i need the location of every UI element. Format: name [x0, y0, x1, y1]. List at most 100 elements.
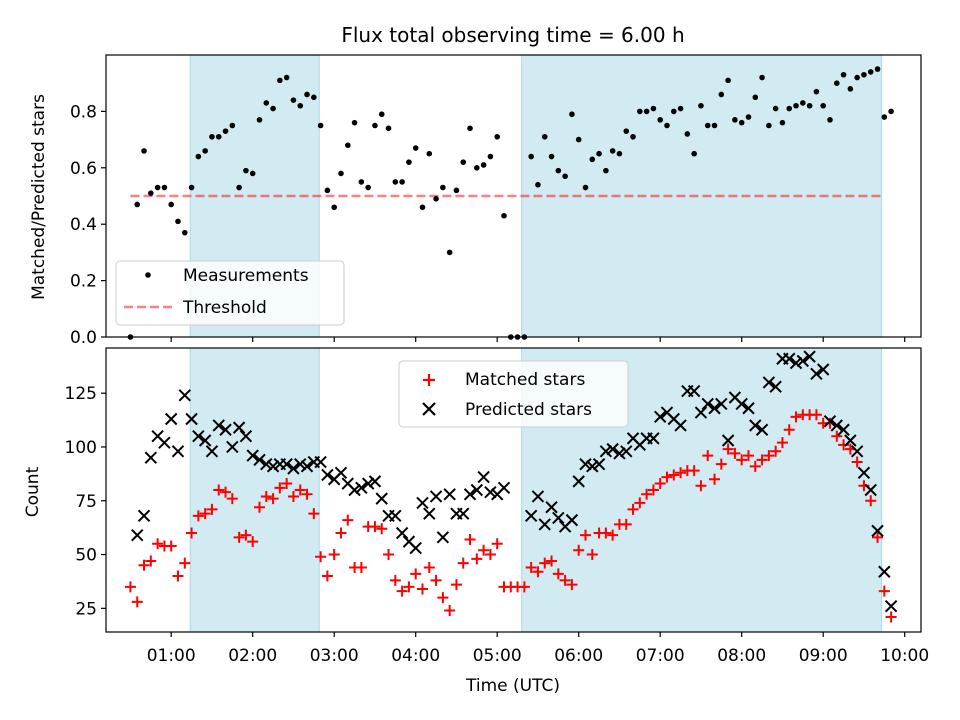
- predicted-star-point: [246, 449, 259, 462]
- matched-star-point: [430, 574, 442, 586]
- matched-star-point: [260, 490, 272, 502]
- predicted-star-point: [823, 414, 837, 428]
- predicted-star-point: [368, 475, 382, 488]
- predicted-star-point: [708, 402, 721, 415]
- matched-star-point: [328, 549, 340, 561]
- matched-star-point: [281, 478, 293, 490]
- predicted-star-point: [164, 412, 178, 426]
- matched-star-point: [702, 450, 714, 462]
- y-tick-label: 100: [65, 438, 97, 458]
- legend-threshold-label: Threshold: [182, 298, 267, 318]
- measurement-point: [378, 111, 385, 118]
- predicted-star-point: [232, 421, 246, 434]
- bottom-axes-frame: [105, 347, 922, 633]
- top-y-ticks: 0.0 0.2 0.4 0.6 0.8: [70, 102, 106, 348]
- measurement-point: [426, 150, 433, 157]
- matched-star-point: [450, 579, 462, 591]
- matched-star-point: [851, 456, 863, 468]
- measurement-point: [854, 74, 860, 81]
- predicted-star-point: [721, 434, 735, 447]
- x-tick-label: 09:00: [799, 646, 848, 666]
- matched-star-point: [124, 581, 136, 593]
- measurement-point: [643, 108, 650, 115]
- matched-star-point: [213, 484, 225, 496]
- measurement-point: [277, 77, 283, 84]
- measurement-point: [501, 212, 507, 219]
- y-tick-label: 0.6: [70, 159, 97, 179]
- matched-star-point: [240, 529, 252, 541]
- measurement-point: [840, 71, 847, 78]
- matched-star-point: [457, 557, 469, 569]
- matched-star-point: [294, 484, 306, 496]
- predicted-star-point: [545, 501, 558, 514]
- predicted-star-point: [280, 457, 293, 471]
- predicted-star-point: [606, 442, 619, 456]
- measurement-point: [623, 128, 630, 134]
- predicted-star-point: [613, 447, 626, 460]
- x-tick-label: 07:00: [636, 646, 685, 666]
- matched-star-point: [695, 480, 707, 492]
- predicted-star-point: [226, 440, 239, 454]
- measurement-point: [555, 167, 562, 174]
- predicted-star-point: [837, 423, 850, 436]
- predicted-star-point: [531, 490, 545, 503]
- measurement-point: [772, 105, 779, 112]
- top-axes-frame: [105, 54, 922, 338]
- matched-star-point: [831, 430, 843, 442]
- measurement-point: [236, 184, 242, 191]
- predicted-star-point: [178, 389, 191, 402]
- predicted-star-point: [314, 455, 327, 469]
- measurement-point: [630, 133, 636, 140]
- predicted-star-point: [783, 352, 796, 365]
- measurement-point: [664, 122, 670, 129]
- matched-star-point: [179, 557, 191, 569]
- measurement-point: [575, 136, 582, 143]
- matched-star-point: [654, 478, 666, 490]
- predicted-star-point: [599, 445, 613, 458]
- measurement-point: [161, 184, 168, 191]
- measurement-point: [222, 128, 229, 134]
- measurement-point: [148, 190, 154, 196]
- y-tick-label: 25: [75, 599, 97, 619]
- matched-star-point: [742, 450, 754, 462]
- predicted-star-point: [484, 485, 497, 499]
- matched-star-point: [872, 531, 884, 543]
- measurement-point: [399, 179, 405, 185]
- x-tick-label: 04:00: [391, 646, 440, 666]
- measurement-point: [759, 74, 765, 81]
- measurement-point: [779, 119, 786, 126]
- matched-star-point: [715, 458, 727, 470]
- x-tick-label: 02:00: [228, 646, 277, 666]
- matched-star-point: [729, 447, 741, 459]
- measurement-point: [202, 148, 208, 154]
- measurement-point: [141, 148, 147, 154]
- y-tick-label: 0.8: [70, 102, 97, 122]
- measurement-point: [134, 201, 141, 208]
- predicted-star-point: [497, 481, 511, 495]
- measurement-point: [419, 204, 426, 211]
- matched-star-point: [709, 473, 721, 485]
- matched-star-point: [321, 570, 333, 582]
- matched-star-point: [444, 604, 456, 616]
- predicted-star-point: [816, 363, 830, 376]
- predicted-star-point: [144, 451, 158, 464]
- top-y-axis-label: Matched/Predicted stars: [29, 94, 49, 300]
- predicted-star-point: [579, 457, 592, 471]
- matched-star-point: [532, 566, 544, 578]
- predicted-star-point: [565, 513, 579, 527]
- measurement-point: [249, 170, 256, 177]
- matched-star-point: [165, 540, 177, 552]
- matched-star-point: [736, 454, 748, 466]
- predicted-star-point: [205, 445, 219, 458]
- matched-star-point: [783, 424, 795, 436]
- bottom-x-ticks: 01:00 02:00 03:00 04:00 05:00 06:00 07:00 08:00…: [147, 632, 929, 666]
- predicted-star-point: [294, 457, 307, 471]
- measurement-point: [569, 111, 575, 118]
- measurement-point: [732, 117, 738, 123]
- measurement-point: [766, 122, 772, 129]
- measurement-point: [847, 86, 854, 92]
- measurement-point: [616, 150, 623, 157]
- matched-star-point: [172, 570, 184, 582]
- matched-star-point: [253, 501, 265, 513]
- matched-star-point: [634, 497, 646, 509]
